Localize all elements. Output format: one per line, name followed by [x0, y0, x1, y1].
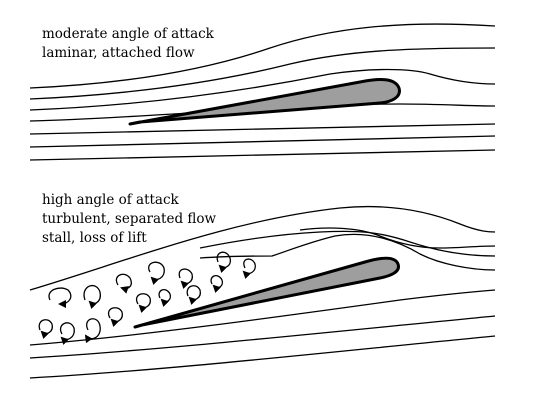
streamline [30, 336, 495, 378]
caption-line: laminar, attached flow [42, 45, 195, 61]
caption-high-angle: high angle of attack turbulent, separate… [42, 191, 216, 248]
caption-moderate-angle: moderate angle of attack laminar, attach… [42, 25, 214, 63]
airfoil-bottom [135, 258, 399, 327]
swirl-arrow [39, 320, 52, 340]
caption-line: turbulent, separated flow [42, 211, 217, 227]
swirl-arrow [217, 252, 230, 274]
swirl-arrow [109, 308, 123, 328]
caption-line: high angle of attack [42, 192, 179, 208]
streamline [200, 234, 495, 270]
vortex-swirls [39, 252, 255, 346]
streamline [30, 48, 495, 99]
swirl-arrow [149, 262, 165, 286]
swirl-arrow [211, 276, 222, 294]
streamline [30, 24, 495, 88]
swirl-arrow [187, 286, 200, 306]
streamline [30, 150, 495, 160]
swirl-arrow [116, 274, 131, 294]
caption-line: moderate angle of attack [42, 26, 214, 42]
caption-line: stall, loss of lift [42, 230, 147, 246]
swirl-arrow [242, 259, 255, 280]
swirl-arrow [137, 294, 151, 314]
streamline [30, 70, 495, 111]
top-panel [30, 24, 495, 160]
streamline [200, 231, 495, 256]
streamline [30, 136, 495, 147]
streamline [30, 290, 495, 345]
swirl-arrow [49, 288, 71, 308]
streamline [300, 228, 495, 248]
streamline [30, 124, 495, 134]
streamline [30, 316, 495, 358]
swirl-arrow [61, 323, 75, 346]
airfoil-top [130, 80, 399, 124]
swirl-arrow [159, 290, 170, 308]
swirl-arrow [179, 269, 192, 290]
swirl-arrow [84, 286, 100, 310]
bottom-panel [30, 207, 495, 378]
streamline [30, 207, 495, 290]
swirl-arrow [84, 319, 100, 344]
